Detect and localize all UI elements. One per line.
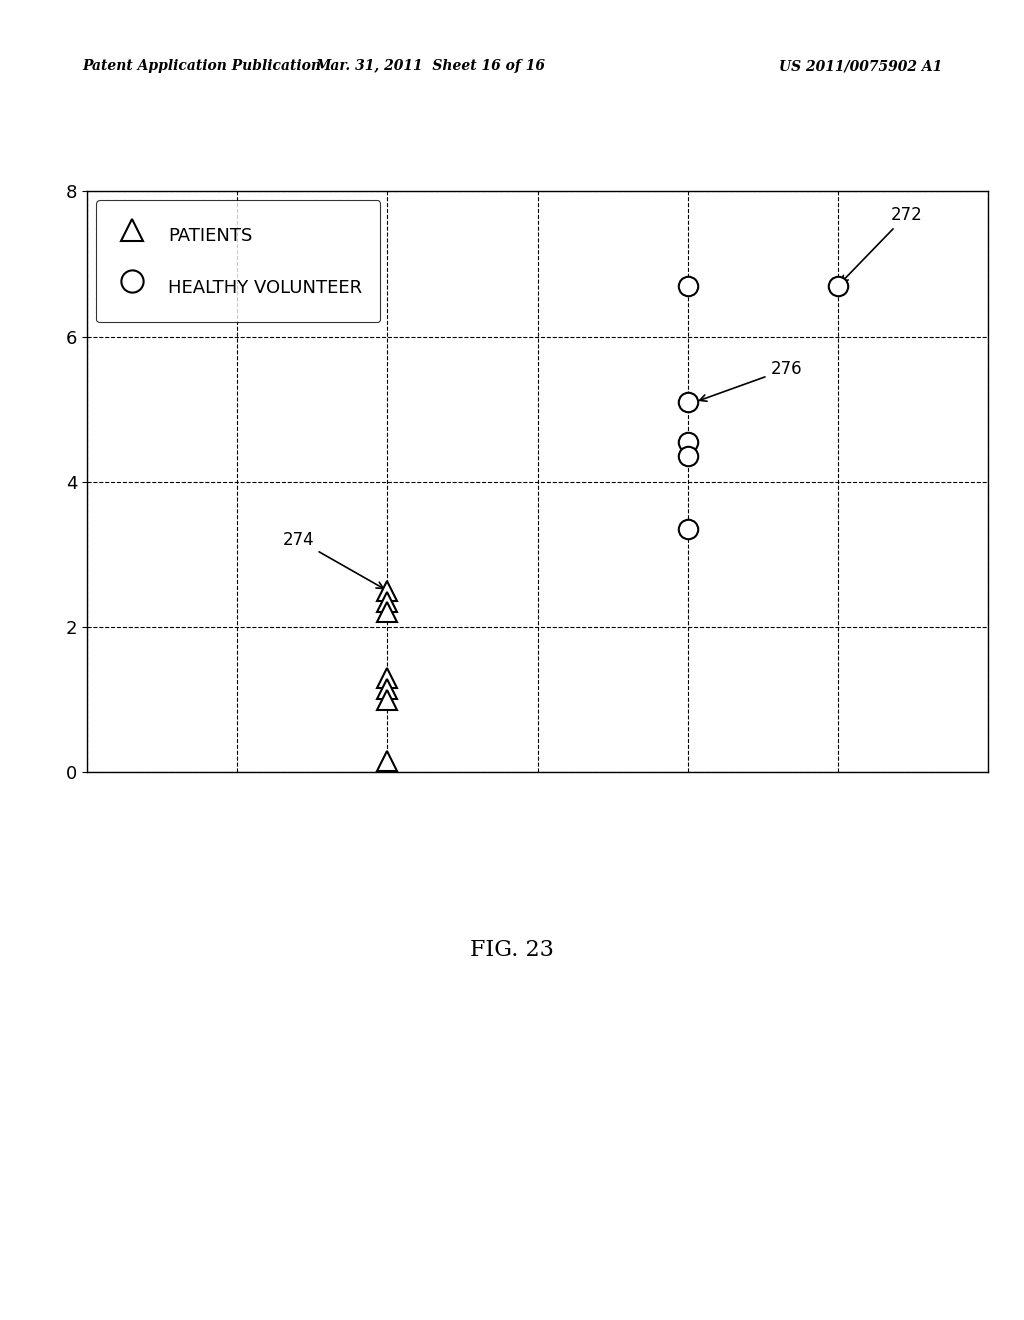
HEALTHY VOLUNTEER (682, 521, 694, 537)
HEALTHY VOLUNTEER (682, 279, 694, 294)
Text: FIG. 23: FIG. 23 (470, 940, 554, 961)
Legend: PATIENTS, HEALTHY VOLUNTEER: PATIENTS, HEALTHY VOLUNTEER (96, 201, 381, 322)
PATIENTS (381, 583, 393, 599)
PATIENTS (381, 594, 393, 610)
HEALTHY VOLUNTEER (682, 434, 694, 450)
PATIENTS (381, 754, 393, 770)
PATIENTS (381, 671, 393, 686)
HEALTHY VOLUNTEER (682, 393, 694, 409)
Line: HEALTHY VOLUNTEER: HEALTHY VOLUNTEER (678, 276, 697, 539)
PATIENTS (381, 692, 393, 708)
Line: PATIENTS: PATIENTS (378, 581, 397, 771)
Text: 276: 276 (699, 360, 802, 401)
Text: Patent Application Publication: Patent Application Publication (82, 59, 321, 74)
Text: US 2011/0075902 A1: US 2011/0075902 A1 (779, 59, 942, 74)
HEALTHY VOLUNTEER (682, 449, 694, 465)
PATIENTS (381, 681, 393, 697)
Text: Mar. 31, 2011  Sheet 16 of 16: Mar. 31, 2011 Sheet 16 of 16 (315, 59, 545, 74)
PATIENTS (381, 605, 393, 620)
Text: 272: 272 (841, 206, 923, 282)
Text: 274: 274 (283, 531, 383, 589)
